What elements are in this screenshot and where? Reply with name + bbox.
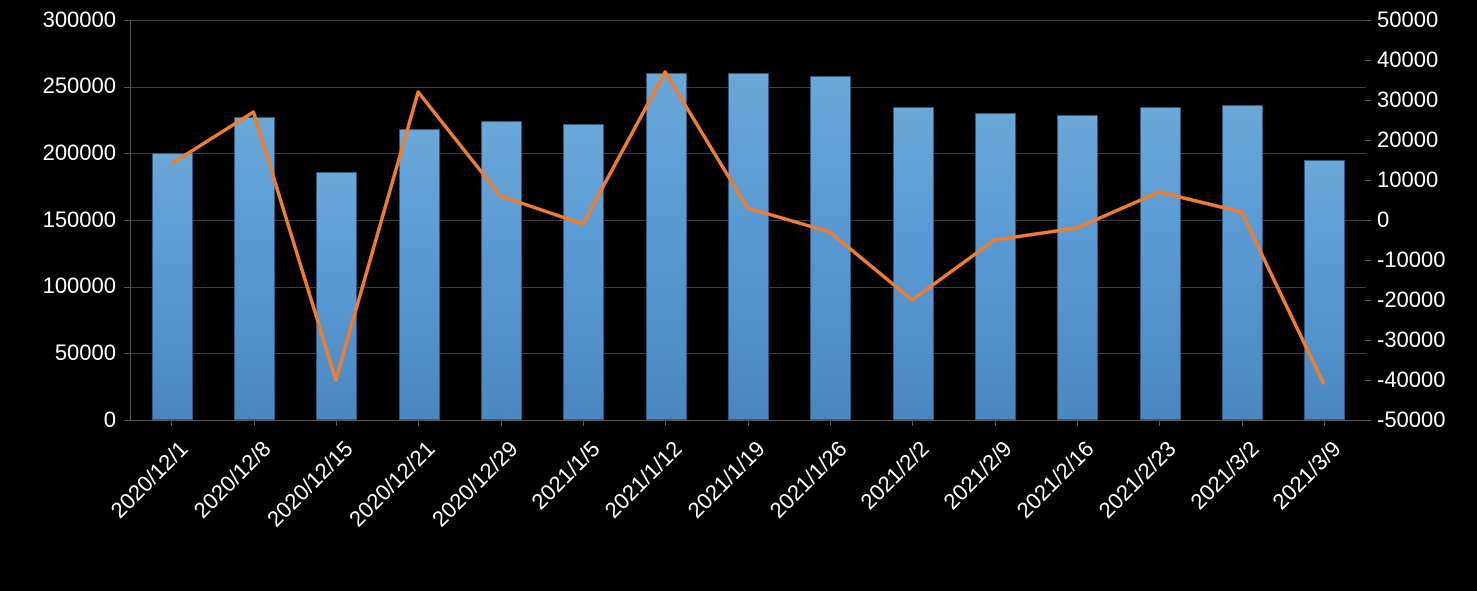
- y-left-tick-label: 50000: [0, 340, 116, 366]
- x-tick-mark: [1077, 420, 1078, 426]
- y-right-tick-label: 10000: [1377, 167, 1438, 193]
- y-left-tick-mark: [124, 353, 130, 354]
- combo-chart: 050000100000150000200000250000300000-500…: [0, 0, 1477, 591]
- y-right-tick-label: -10000: [1377, 247, 1446, 273]
- y-right-tick-label: 50000: [1377, 7, 1438, 33]
- y-left-tick-mark: [124, 420, 130, 421]
- y-right-tick-mark: [1365, 20, 1371, 21]
- x-tick-mark: [1159, 420, 1160, 426]
- x-tick-mark: [254, 420, 255, 426]
- y-right-tick-mark: [1365, 60, 1371, 61]
- y-right-tick-mark: [1365, 380, 1371, 381]
- y-right-tick-label: 20000: [1377, 127, 1438, 153]
- y-right-tick-mark: [1365, 300, 1371, 301]
- x-tick-mark: [1324, 420, 1325, 426]
- y-left-tick-label: 100000: [0, 273, 116, 299]
- y-left-tick-label: 0: [0, 407, 116, 433]
- y-right-tick-label: 40000: [1377, 47, 1438, 73]
- y-right-tick-label: -20000: [1377, 287, 1446, 313]
- y-left-tick-mark: [124, 220, 130, 221]
- x-tick-mark: [912, 420, 913, 426]
- y-right-tick-mark: [1365, 260, 1371, 261]
- y-left-tick-label: 150000: [0, 207, 116, 233]
- x-tick-mark: [501, 420, 502, 426]
- y-right-tick-mark: [1365, 180, 1371, 181]
- y-left-tick-mark: [124, 87, 130, 88]
- y-right-tick-label: -40000: [1377, 367, 1446, 393]
- x-tick-mark: [995, 420, 996, 426]
- x-tick-mark: [336, 420, 337, 426]
- y-right-tick-mark: [1365, 420, 1371, 421]
- y-left-tick-label: 250000: [0, 73, 116, 99]
- y-right-tick-label: -30000: [1377, 327, 1446, 353]
- y-right-tick-mark: [1365, 220, 1371, 221]
- y-right-tick-label: -50000: [1377, 407, 1446, 433]
- y-right-tick-mark: [1365, 140, 1371, 141]
- y-right-tick-label: 0: [1377, 207, 1389, 233]
- y-left-tick-mark: [124, 20, 130, 21]
- x-tick-mark: [171, 420, 172, 426]
- y-right-tick-mark: [1365, 100, 1371, 101]
- x-tick-mark: [1242, 420, 1243, 426]
- x-tick-mark: [748, 420, 749, 426]
- y-right-tick-label: 30000: [1377, 87, 1438, 113]
- y-right-tick-mark: [1365, 340, 1371, 341]
- x-tick-mark: [830, 420, 831, 426]
- y-left-tick-mark: [124, 153, 130, 154]
- y-left-tick-label: 200000: [0, 140, 116, 166]
- y-left-tick-mark: [124, 287, 130, 288]
- x-tick-mark: [665, 420, 666, 426]
- line-polyline: [171, 72, 1324, 384]
- y-left-tick-label: 300000: [0, 7, 116, 33]
- x-tick-mark: [418, 420, 419, 426]
- x-tick-mark: [583, 420, 584, 426]
